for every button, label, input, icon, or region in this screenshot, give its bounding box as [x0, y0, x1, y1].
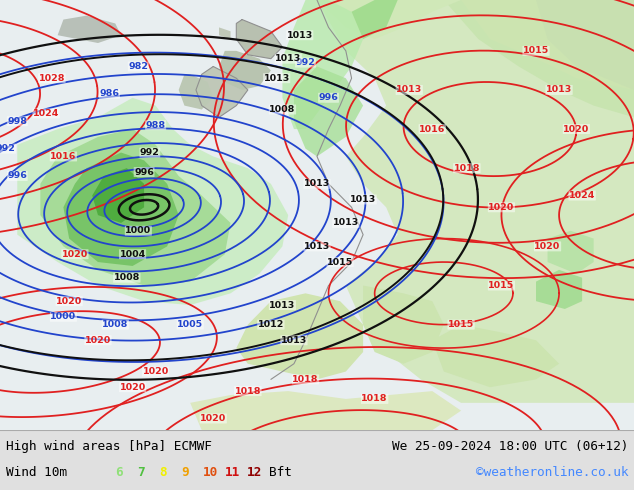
Text: 1020: 1020 [143, 367, 169, 376]
Text: 1016: 1016 [50, 152, 77, 161]
Text: 1020: 1020 [563, 124, 590, 134]
Text: 1024: 1024 [33, 109, 60, 118]
Polygon shape [58, 16, 121, 43]
Text: 1020: 1020 [534, 242, 560, 251]
Text: 1024: 1024 [569, 191, 595, 200]
Text: 8: 8 [159, 466, 167, 479]
Text: 1020: 1020 [488, 203, 515, 212]
Polygon shape [432, 324, 559, 387]
Polygon shape [92, 168, 144, 223]
Text: 982: 982 [128, 62, 148, 71]
Text: 1013: 1013 [350, 195, 376, 204]
Text: 1013: 1013 [264, 74, 290, 83]
Text: 992: 992 [0, 144, 16, 153]
Polygon shape [282, 0, 363, 129]
Text: 1020: 1020 [85, 336, 111, 345]
Text: 1018: 1018 [361, 394, 388, 403]
Polygon shape [179, 74, 213, 109]
Text: 1018: 1018 [453, 164, 480, 172]
Polygon shape [536, 270, 582, 309]
Text: 1020: 1020 [61, 250, 88, 259]
Text: 1000: 1000 [126, 226, 152, 235]
Text: 1013: 1013 [275, 54, 301, 63]
Text: 1008: 1008 [269, 105, 295, 114]
Text: 986: 986 [100, 89, 120, 98]
Text: 1005: 1005 [177, 320, 204, 329]
Text: 996: 996 [319, 93, 339, 102]
Polygon shape [196, 67, 248, 117]
Text: ©weatheronline.co.uk: ©weatheronline.co.uk [476, 466, 628, 479]
Text: 1013: 1013 [281, 336, 307, 345]
Polygon shape [363, 286, 444, 364]
Text: 1000: 1000 [50, 312, 77, 321]
Polygon shape [444, 0, 634, 117]
Text: 10: 10 [203, 466, 218, 479]
Text: 1020: 1020 [200, 414, 226, 423]
Text: 992: 992 [140, 148, 160, 157]
Text: 12: 12 [247, 466, 262, 479]
Text: 996: 996 [8, 172, 27, 180]
Text: 1013: 1013 [304, 179, 330, 188]
Text: 1013: 1013 [546, 85, 573, 95]
Polygon shape [190, 391, 461, 430]
Text: 1008: 1008 [102, 320, 129, 329]
Text: 11: 11 [225, 466, 240, 479]
Text: High wind areas [hPa] ECMWF: High wind areas [hPa] ECMWF [6, 440, 212, 453]
Polygon shape [461, 0, 634, 90]
Text: 1018: 1018 [235, 387, 261, 395]
Polygon shape [219, 27, 231, 39]
Polygon shape [317, 0, 634, 403]
Text: 1013: 1013 [304, 242, 330, 251]
Text: 1013: 1013 [333, 219, 359, 227]
Text: Wind 10m: Wind 10m [6, 466, 67, 479]
Text: 1013: 1013 [269, 300, 295, 310]
Text: 1020: 1020 [56, 296, 82, 306]
Polygon shape [63, 152, 179, 266]
Text: 988: 988 [146, 121, 165, 130]
Text: 992: 992 [295, 58, 315, 67]
Polygon shape [219, 51, 271, 90]
Text: 1013: 1013 [396, 85, 422, 95]
Polygon shape [41, 129, 231, 286]
Text: 9: 9 [181, 466, 189, 479]
Text: 1015: 1015 [327, 258, 353, 267]
Polygon shape [317, 0, 461, 39]
Text: Bft: Bft [269, 466, 292, 479]
Text: 1015: 1015 [523, 47, 549, 55]
Text: 7: 7 [137, 466, 145, 479]
Text: 1015: 1015 [448, 320, 474, 329]
Polygon shape [294, 67, 363, 156]
Text: 998: 998 [7, 117, 27, 126]
Polygon shape [352, 0, 398, 39]
Text: 1004: 1004 [119, 250, 146, 259]
Text: 1020: 1020 [119, 383, 146, 392]
Text: 1018: 1018 [292, 375, 319, 384]
Polygon shape [548, 231, 593, 274]
Text: 1013: 1013 [287, 31, 313, 40]
Text: 1015: 1015 [488, 281, 515, 290]
Text: 1028: 1028 [39, 74, 65, 83]
Polygon shape [17, 98, 288, 305]
Text: 6: 6 [115, 466, 122, 479]
Text: 1008: 1008 [113, 273, 140, 282]
Polygon shape [236, 294, 363, 379]
Text: We 25-09-2024 18:00 UTC (06+12): We 25-09-2024 18:00 UTC (06+12) [392, 440, 628, 453]
Polygon shape [536, 0, 634, 90]
Text: 1012: 1012 [257, 320, 284, 329]
Text: 996: 996 [134, 168, 154, 176]
Text: 1016: 1016 [419, 124, 446, 134]
Polygon shape [236, 20, 282, 59]
